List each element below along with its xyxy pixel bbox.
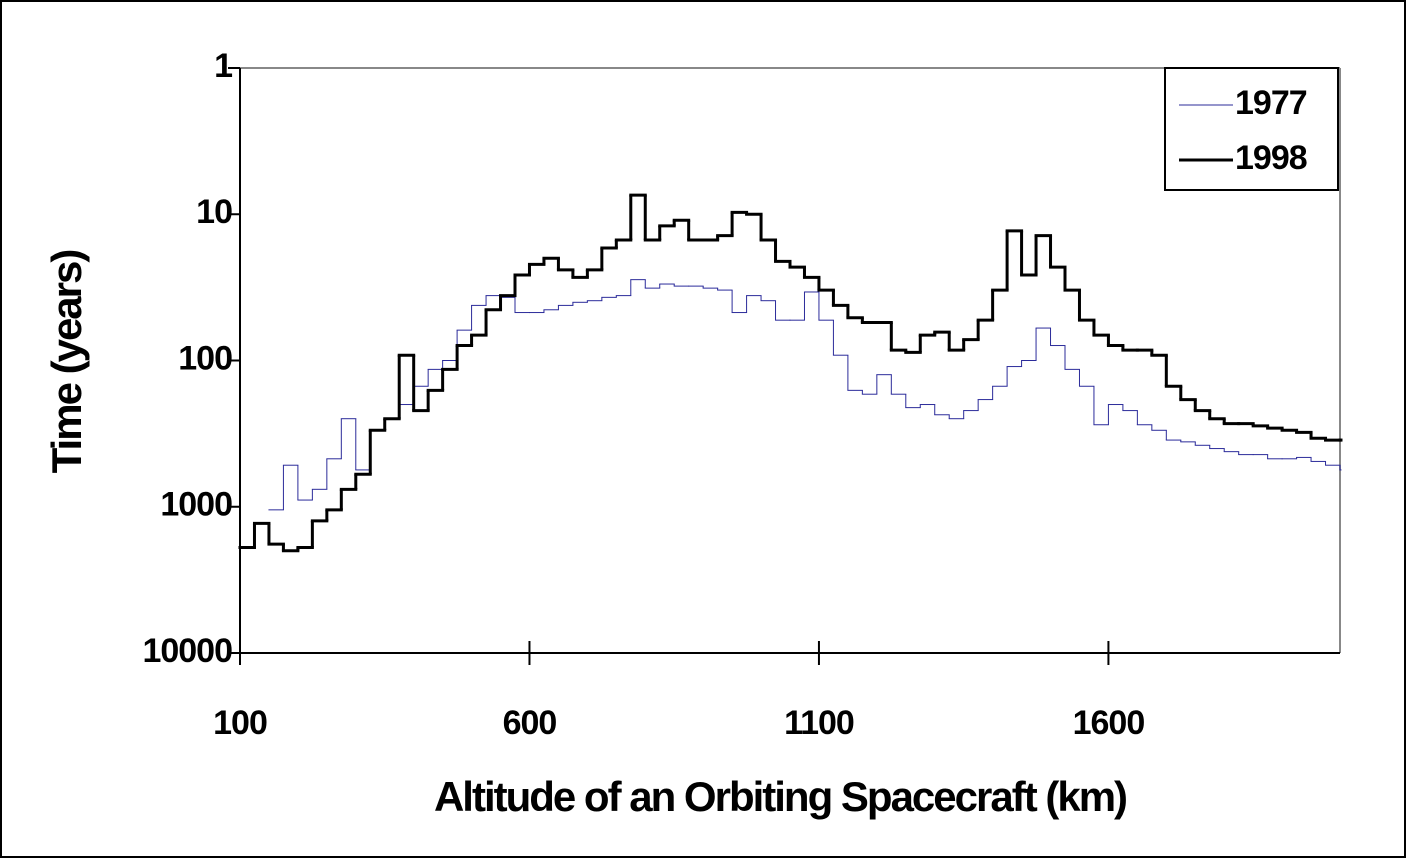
x-tick-label: 100 (213, 704, 267, 742)
x-axis-title: Altitude of an Orbiting Spacecraft (km) (434, 773, 1126, 820)
legend-label: 1977 (1235, 84, 1307, 122)
y-tick-label: 10 (196, 193, 232, 231)
legend-label: 1998 (1235, 139, 1307, 177)
y-tick-label: 100 (178, 339, 232, 377)
plot (238, 193, 1343, 553)
x-tick-label: 1600 (1073, 704, 1145, 742)
y-tick-label: 1 (214, 47, 232, 85)
x-tick-label: 1100 (784, 704, 854, 742)
legend-box (1164, 67, 1339, 191)
y-tick-label: 10000 (142, 632, 232, 670)
y-tick-label: 1000 (160, 486, 232, 524)
x-tick-label: 600 (503, 704, 557, 742)
y-axis-title: Time (years) (43, 251, 90, 474)
